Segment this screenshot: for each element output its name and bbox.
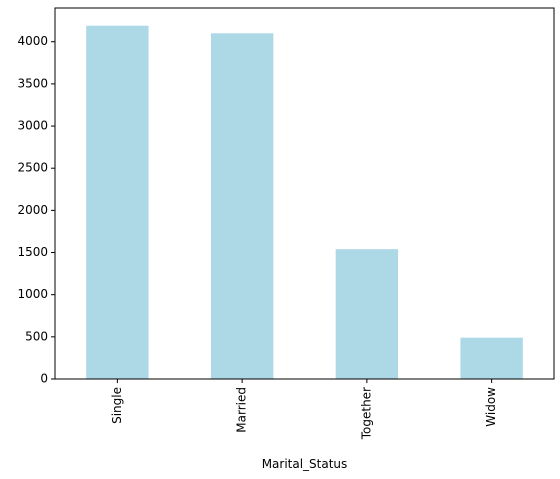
y-tick-label: 1000 <box>17 287 48 301</box>
x-tick-label: Single <box>110 387 124 424</box>
x-tick-label: Widow <box>484 387 498 427</box>
x-axis-label: Marital_Status <box>262 457 348 471</box>
y-tick-label: 3500 <box>17 76 48 90</box>
y-axis-ticks: 0 500 1000 1500 2000 2500 3000 3500 4000 <box>17 34 55 386</box>
bar-together <box>335 249 399 379</box>
bar-widow <box>460 337 523 379</box>
bar-single <box>86 25 149 379</box>
y-tick-label: 4000 <box>17 34 48 48</box>
y-tick-label: 0 <box>40 372 48 386</box>
plot-frame <box>54 7 555 380</box>
x-tick-label: Together <box>359 387 373 440</box>
y-tick-label: 2500 <box>17 161 48 175</box>
x-tick-label: Married <box>235 387 249 433</box>
y-tick-label: 3000 <box>17 119 48 133</box>
y-tick-label: 2000 <box>17 203 48 217</box>
x-axis-ticks: Single Married Together Widow <box>110 379 498 440</box>
y-tick-label: 500 <box>25 329 48 343</box>
bar-married <box>210 33 274 379</box>
y-tick-label: 1500 <box>17 245 48 259</box>
bars-group <box>86 25 523 379</box>
